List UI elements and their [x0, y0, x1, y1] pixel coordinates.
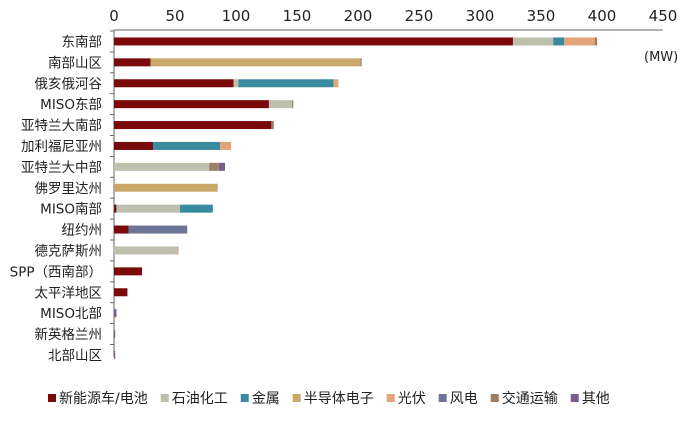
chart-legend: 新能源车/电池 石油化工 金属 半导体电子 光伏 风电 交通运输 其他 — [48, 390, 610, 407]
bar-segment — [114, 267, 143, 276]
bar-segment — [333, 79, 339, 88]
bar-segment — [114, 37, 513, 46]
bar-segment — [553, 37, 565, 46]
legend-entry: 风电 — [450, 391, 478, 407]
x-tick-label: 50 — [165, 7, 184, 25]
bar-segment — [114, 121, 272, 130]
bar-segment — [114, 288, 128, 297]
bar-segment — [114, 162, 210, 171]
unit-label: (MW) — [644, 50, 678, 65]
x-tick-label: 400 — [588, 7, 617, 25]
legend-swatch — [490, 394, 499, 402]
bar-segment — [238, 79, 334, 88]
legend-entry: 半导体电子 — [304, 391, 374, 407]
x-tick-label: 150 — [283, 7, 312, 25]
category-label: SPP（西南部） — [10, 264, 102, 280]
category-label: 亚特兰大中部 — [21, 160, 102, 176]
category-label: 纽约州 — [62, 223, 103, 239]
bar-segment — [114, 58, 151, 67]
bar-segment — [209, 162, 219, 171]
bar-segment — [114, 350, 116, 359]
bar-segment — [179, 204, 213, 213]
category-label: 太平洋地区 — [35, 285, 103, 301]
bar-segment — [512, 37, 554, 46]
category-label: 北部山区 — [48, 348, 102, 364]
category-label: MISO南部 — [40, 202, 102, 218]
legend-entry: 其他 — [582, 391, 610, 407]
legend-entry: 金属 — [252, 391, 280, 407]
legend-swatch — [48, 394, 56, 402]
x-tick-label: 100 — [222, 7, 251, 25]
bar-segment — [220, 141, 232, 150]
category-label: MISO北部 — [40, 306, 102, 322]
legend-swatch — [160, 394, 169, 402]
category-label: 德克萨斯州 — [35, 243, 103, 259]
bar-segment — [114, 204, 117, 213]
bar-segment — [271, 121, 274, 130]
x-tick-label: 200 — [344, 7, 373, 25]
bar-segment — [268, 100, 293, 109]
bar-segment — [114, 100, 269, 109]
category-label: 加利福尼亚州 — [21, 139, 102, 155]
category-label: 南部山区 — [48, 55, 102, 71]
legend-swatch — [438, 394, 447, 402]
bar-segment — [128, 225, 188, 234]
bar-segment — [114, 330, 116, 339]
legend-swatch — [292, 394, 301, 402]
chart-bars — [114, 37, 598, 359]
category-label: 佛罗里达州 — [35, 181, 103, 197]
bar-segment — [218, 162, 226, 171]
bar-segment — [564, 37, 595, 46]
bar-segment — [292, 100, 294, 109]
bar-segment — [594, 37, 598, 46]
category-label: 俄亥俄河谷 — [35, 76, 103, 92]
x-tick-label: 0 — [109, 7, 119, 25]
category-label: 亚特兰大南部 — [21, 118, 102, 134]
bar-segment — [360, 58, 362, 67]
bar-segment — [114, 183, 218, 192]
bar-segment — [114, 225, 129, 234]
x-tick-label: 250 — [405, 7, 434, 25]
bar-segment — [233, 79, 239, 88]
bar-segment — [150, 58, 361, 67]
legend-entry: 石油化工 — [172, 391, 228, 407]
legend-entry: 光伏 — [398, 391, 426, 407]
bar-segment — [114, 246, 178, 255]
legend-swatch — [570, 394, 579, 402]
category-label: 新英格兰州 — [35, 326, 103, 343]
legend-entry: 新能源车/电池 — [59, 390, 148, 407]
bar-segment — [114, 141, 154, 150]
x-tick-label: 450 — [649, 7, 678, 25]
bar-segment — [116, 204, 180, 213]
category-label: 东南部 — [62, 34, 103, 50]
chart-axes: 0 50 100 150 200 250 300 350 400 450 — [109, 7, 677, 357]
x-tick-label: 350 — [527, 7, 556, 25]
bar-segment — [153, 141, 221, 150]
legend-swatch — [386, 394, 395, 402]
bar-segment — [177, 246, 179, 255]
legend-swatch — [240, 394, 249, 402]
x-tick-label: 300 — [466, 7, 495, 25]
bar-segment — [114, 309, 117, 318]
bar-segment — [114, 79, 234, 88]
legend-entry: 交通运输 — [502, 390, 558, 407]
category-label: MISO东部 — [40, 97, 102, 113]
